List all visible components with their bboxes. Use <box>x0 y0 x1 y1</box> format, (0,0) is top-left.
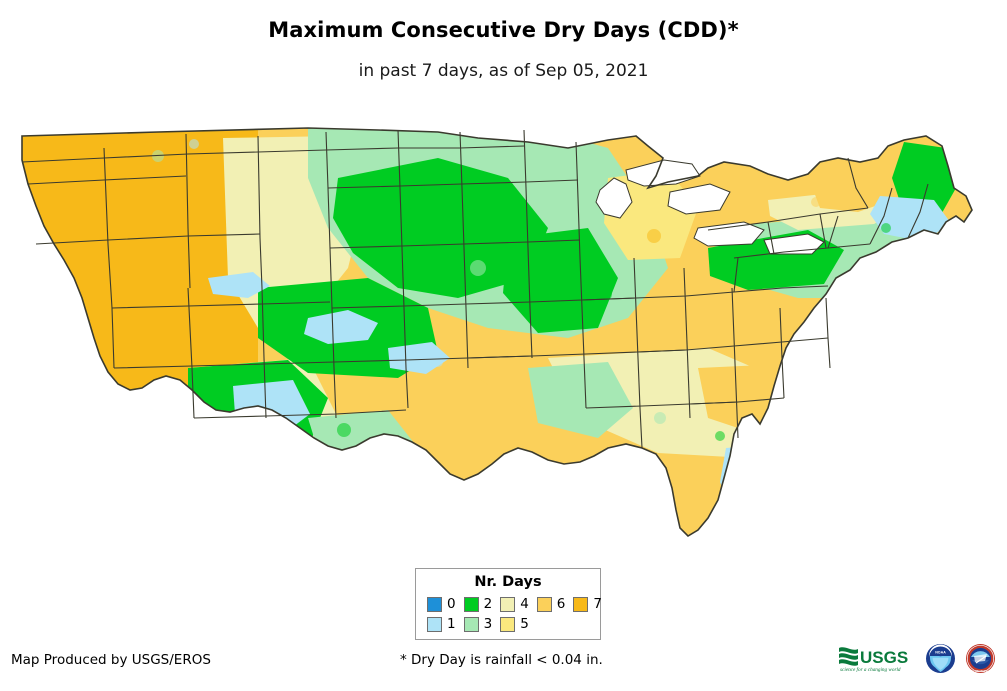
region-midsouth-class3 <box>528 362 633 438</box>
region-florida-class2 <box>732 454 786 530</box>
legend-swatch-3 <box>463 616 479 632</box>
agency-logos: USGS science for a changing world NOAA N… <box>838 637 996 679</box>
legend-rows: 0 2 4 6 7 <box>416 594 602 634</box>
legend-swatch-6 <box>536 596 552 612</box>
legend-label-3: 3 <box>483 615 493 632</box>
noaa-logo: NOAA <box>926 643 955 673</box>
region-dakotas-class2 <box>333 158 548 298</box>
usgs-logo: USGS science for a changing world <box>839 647 908 673</box>
legend-item-4: 4 <box>500 595 529 612</box>
legend-item-2: 2 <box>463 595 493 612</box>
legend-swatch-0 <box>427 596 442 612</box>
map-svg <box>21 127 973 537</box>
legend-row-2: 1 3 5 <box>427 614 600 634</box>
legend-swatch-1 <box>427 616 442 632</box>
legend-item-0: 0 <box>427 595 456 612</box>
legend-label-1: 1 <box>447 615 456 632</box>
usgs-logo-text: USGS <box>860 648 908 667</box>
us-choropleth-map <box>8 118 998 548</box>
legend-label-5: 5 <box>520 615 529 632</box>
legend-item-1: 1 <box>427 615 456 632</box>
legend-row-1: 0 2 4 6 7 <box>427 594 602 614</box>
legend-label-4: 4 <box>520 595 529 612</box>
region-wyoming-class1 <box>208 272 270 298</box>
region-plains-class1-b <box>388 342 450 374</box>
legend-swatch-2 <box>463 596 479 612</box>
legend-label-7: 7 <box>593 595 602 612</box>
nws-logo: NATIONAL WEATHER SERVICE <box>965 643 996 673</box>
noaa-logo-text: NOAA <box>935 650 946 654</box>
region-texas-class6 <box>338 378 538 536</box>
map-speckle-texture <box>152 139 891 515</box>
map-credit: Map Produced by USGS/EROS <box>11 652 211 668</box>
legend: Nr. Days 0 2 4 6 <box>415 568 602 640</box>
legend-swatch-7 <box>573 596 589 612</box>
usgs-logo-tagline: science for a changing world <box>840 666 901 673</box>
legend-item-7: 7 <box>573 595 602 612</box>
legend-item-5: 5 <box>500 615 529 632</box>
legend-label-6: 6 <box>556 595 566 612</box>
dry-day-note: * Dry Day is rainfall < 0.04 in. <box>400 652 603 668</box>
page-title: Maximum Consecutive Dry Days (CDD)* <box>268 18 739 42</box>
legend-item-6: 6 <box>536 595 566 612</box>
legend-item-3: 3 <box>463 615 493 632</box>
legend-title: Nr. Days <box>474 574 542 590</box>
page-subtitle: in past 7 days, as of Sep 05, 2021 <box>358 61 649 81</box>
legend-label-2: 2 <box>483 595 493 612</box>
nws-logo-text: NATIONAL WEATHER SERVICE <box>965 670 996 673</box>
region-florida-class1 <box>720 444 798 536</box>
legend-swatch-5 <box>500 616 516 632</box>
legend-label-0: 0 <box>447 595 456 612</box>
state-boundaries <box>21 129 929 449</box>
legend-swatch-4 <box>500 596 516 612</box>
region-southwest-class7 <box>22 368 188 536</box>
